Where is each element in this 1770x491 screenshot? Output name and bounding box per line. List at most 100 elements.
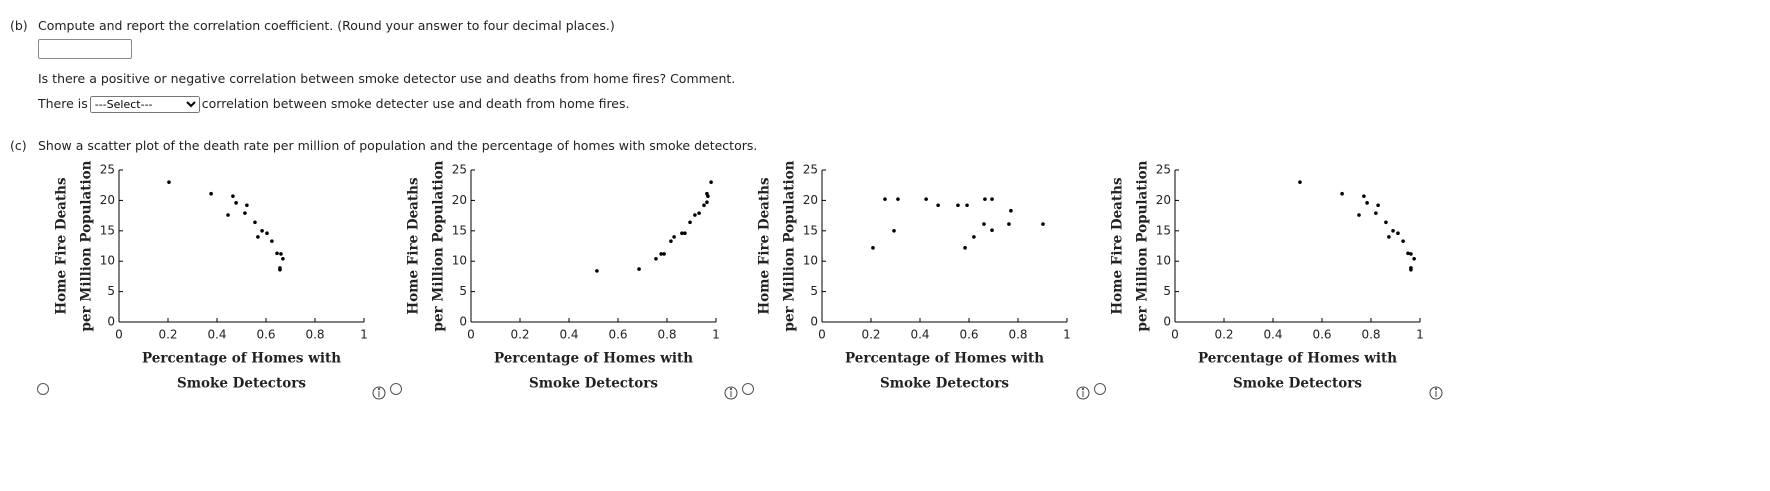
point xyxy=(226,213,230,217)
x-axis-label: Smoke Detectors xyxy=(177,376,306,392)
x-tick-label: 0.8 xyxy=(657,328,676,342)
point xyxy=(688,220,692,225)
y-axis-label: Home Fire Deaths xyxy=(757,177,773,315)
x-axis-label: Percentage of Homes with xyxy=(494,351,693,367)
y-tick-label: 10 xyxy=(100,254,115,268)
x-axis-label: Percentage of Homes with xyxy=(845,351,1044,367)
point xyxy=(659,252,663,256)
point xyxy=(1406,251,1410,256)
info-icon[interactable] xyxy=(1429,386,1443,400)
x-axis-label: Smoke Detectors xyxy=(529,376,658,392)
point xyxy=(281,256,285,261)
point xyxy=(697,211,701,215)
x-axis-label: Percentage of Homes with xyxy=(142,351,341,367)
point xyxy=(1412,256,1416,261)
question: Show a scatter plot of the death rate pe… xyxy=(38,138,758,153)
point xyxy=(1374,211,1378,215)
y-tick-label: 0 xyxy=(107,315,115,329)
answer-input[interactable] xyxy=(38,39,132,59)
point xyxy=(637,267,641,271)
point xyxy=(990,197,994,201)
y-tick-label: 25 xyxy=(100,163,115,177)
point xyxy=(1365,201,1369,205)
y-tick-label: 0 xyxy=(459,315,467,329)
x-tick-label: 0.2 xyxy=(1214,328,1233,342)
x-tick-label: 1 xyxy=(1416,328,1424,342)
y-tick-label: 15 xyxy=(803,223,818,237)
x-tick-label: 0.2 xyxy=(158,328,177,342)
point xyxy=(260,229,264,233)
question: Compute and report the correlation coeff… xyxy=(38,18,615,33)
x-tick-label: 0.4 xyxy=(559,328,578,342)
x-tick-label: 0.4 xyxy=(1263,328,1282,342)
x-tick-label: 0.8 xyxy=(1008,328,1027,342)
radio[interactable] xyxy=(37,383,49,395)
point xyxy=(965,203,969,208)
point xyxy=(924,197,928,201)
y-axis-label: per Million Population xyxy=(1135,160,1151,331)
point xyxy=(1357,213,1361,217)
point xyxy=(990,228,994,232)
x-axis-label: Smoke Detectors xyxy=(1233,376,1362,392)
radio[interactable] xyxy=(742,383,754,395)
x-tick-label: 0 xyxy=(115,328,123,342)
point xyxy=(1391,229,1395,233)
point xyxy=(1409,252,1413,256)
y-tick-label: 20 xyxy=(452,193,467,207)
y-tick-label: 0 xyxy=(1163,315,1171,329)
y-tick-label: 15 xyxy=(100,223,115,237)
y-tick-label: 5 xyxy=(1163,284,1171,298)
y-tick-label: 20 xyxy=(100,193,115,207)
y-tick-label: 5 xyxy=(810,284,818,298)
x-tick-label: 0.4 xyxy=(207,328,226,342)
y-tick-label: 10 xyxy=(803,254,818,268)
point xyxy=(1007,222,1011,226)
point xyxy=(680,231,684,236)
y-tick-label: 0 xyxy=(810,315,818,329)
point xyxy=(278,267,282,272)
x-tick-label: 0 xyxy=(818,328,826,342)
point xyxy=(1362,194,1366,198)
point xyxy=(245,203,249,208)
y-tick-label: 15 xyxy=(1156,223,1171,237)
x-tick-label: 0.2 xyxy=(510,328,529,342)
point xyxy=(1298,180,1302,184)
y-axis-label: Home Fire Deaths xyxy=(1110,177,1126,315)
sentence-start: There is xyxy=(38,96,88,111)
dropdown[interactable]: ---Select--- xyxy=(89,96,200,113)
point xyxy=(669,239,673,243)
point xyxy=(167,180,171,184)
radio-buttons[interactable] xyxy=(37,383,1106,395)
point xyxy=(693,213,697,217)
point xyxy=(1401,239,1405,243)
point xyxy=(209,191,213,196)
radio[interactable] xyxy=(1094,383,1106,395)
y-axis-label: per Million Population xyxy=(431,160,447,331)
point xyxy=(956,203,960,208)
x-tick-label: 1 xyxy=(360,328,368,342)
info-icons[interactable] xyxy=(372,386,1443,400)
x-tick-label: 0 xyxy=(1171,328,1179,342)
point xyxy=(275,251,279,256)
info-icon[interactable] xyxy=(372,386,386,400)
point xyxy=(936,203,940,208)
point xyxy=(871,246,875,250)
point xyxy=(892,229,896,233)
point xyxy=(883,197,887,201)
radio[interactable] xyxy=(390,383,402,395)
y-tick-label: 20 xyxy=(1156,193,1171,207)
y-tick-label: 25 xyxy=(452,163,467,177)
point xyxy=(256,235,260,239)
info-icon[interactable] xyxy=(1076,386,1090,400)
y-tick-label: 15 xyxy=(452,223,467,237)
point xyxy=(234,201,238,205)
info-icon[interactable] xyxy=(724,386,738,400)
sentence: There is ---Select--- correlation between … xyxy=(38,96,629,113)
y-tick-label: 25 xyxy=(803,163,818,177)
x-axis-label: Percentage of Homes with xyxy=(1198,351,1397,367)
y-axis-label: per Million Population xyxy=(79,160,95,331)
point xyxy=(963,246,967,250)
point xyxy=(1376,203,1380,208)
y-tick-label: 5 xyxy=(107,284,115,298)
